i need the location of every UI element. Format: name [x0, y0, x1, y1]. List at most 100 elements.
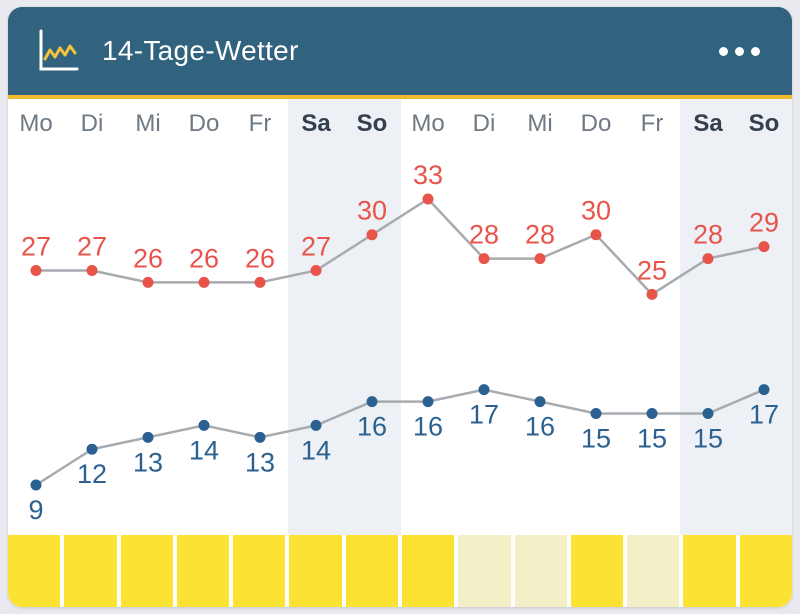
- high-temp-value: 26: [189, 243, 219, 273]
- weather-widget[interactable]: 14-Tage-Wetter Mo Di Mi Do Fr Sa So Mo Di Mi Do Fr S…: [8, 7, 792, 607]
- high-temp-dot: [422, 193, 434, 205]
- ellipsis-menu-button[interactable]: [717, 37, 762, 66]
- day-label: Di: [80, 110, 104, 137]
- sunshine-cell: [289, 535, 342, 607]
- chart-area: Mo Di Mi Do Fr Sa So Mo Di Mi Do Fr Sa So 27 27 26 26 26 2…: [8, 99, 792, 607]
- low-temp-value: 17: [469, 400, 499, 430]
- temperature-chart: 27 27 26 26 26 27 30 33 28 28 30 25 28 29 9 12 13 14 13 14 1…: [21, 160, 779, 525]
- low-temp-value: 14: [301, 435, 331, 465]
- weekend-shade: [344, 99, 401, 536]
- low-temp-dot: [30, 479, 42, 491]
- sunshine-cell: [8, 535, 61, 607]
- low-temp-dot: [86, 443, 98, 455]
- low-temp-value: 12: [77, 459, 107, 489]
- sunshine-row: [8, 535, 792, 607]
- high-temp-dot: [142, 276, 154, 288]
- day-label: Mi: [135, 110, 161, 137]
- day-label: Fr: [640, 110, 664, 137]
- high-temp-value: 27: [77, 231, 107, 261]
- high-temp-dot: [86, 264, 98, 276]
- low-temp-dot: [310, 419, 322, 431]
- high-temp-value: 33: [413, 160, 443, 190]
- low-temp-dot: [142, 431, 154, 443]
- high-temp-dot: [198, 276, 210, 288]
- low-temp-value: 15: [581, 423, 611, 453]
- sunshine-cell: [683, 535, 736, 607]
- high-temp-dot: [366, 229, 378, 241]
- high-temp-value: 30: [581, 196, 611, 226]
- sunshine-cell: [120, 535, 173, 607]
- sunshine-cell: [739, 535, 792, 607]
- low-temp-value: 13: [133, 447, 163, 477]
- sunshine-cell: [345, 535, 398, 607]
- high-temp-line: [36, 197, 765, 296]
- high-temp-dot: [590, 229, 602, 241]
- ellipsis-icon: [735, 46, 744, 56]
- low-temp-dot: [254, 431, 266, 443]
- high-temp-value: 27: [301, 231, 331, 261]
- day-label: Mo: [411, 110, 445, 137]
- line-chart-icon: [39, 29, 79, 71]
- low-temp-value: 14: [189, 435, 219, 465]
- low-temp-dot: [478, 384, 490, 396]
- day-label: Do: [188, 110, 220, 137]
- day-label: So: [356, 110, 388, 137]
- high-temp-value: 27: [21, 231, 51, 261]
- sunshine-cell: [64, 535, 117, 607]
- low-temp-value: 16: [525, 412, 555, 442]
- widget-header: 14-Tage-Wetter: [8, 7, 792, 95]
- low-temp-dot: [198, 419, 210, 431]
- high-temp-dot: [702, 253, 714, 265]
- low-temp-value: 16: [357, 412, 387, 442]
- low-temp-dot: [702, 407, 714, 419]
- low-temp-dot: [366, 396, 378, 408]
- sunshine-cell: [401, 535, 455, 607]
- high-temp-value: 25: [637, 255, 667, 285]
- day-label: Mo: [19, 110, 53, 137]
- low-temp-dot: [534, 396, 546, 408]
- high-temp-value: 28: [469, 220, 499, 250]
- weekend-shade: [680, 99, 737, 536]
- low-temp-value: 13: [245, 447, 275, 477]
- weekend-shade: [288, 99, 345, 536]
- weekend-shade: [736, 99, 792, 536]
- day-label: Sa: [693, 110, 723, 137]
- low-temp-dot: [422, 396, 434, 408]
- high-temp-dot: [534, 253, 546, 265]
- high-temp-dot: [30, 264, 42, 276]
- ellipsis-icon: [751, 46, 760, 56]
- widget-title: 14-Tage-Wetter: [102, 35, 299, 66]
- high-temp-dot: [758, 241, 770, 253]
- day-label: Di: [472, 110, 496, 137]
- low-temp-line: [35, 388, 765, 487]
- low-temp-dot: [758, 384, 770, 396]
- sunshine-cell: [627, 535, 680, 607]
- low-temp-dot: [590, 407, 602, 419]
- day-label: So: [748, 110, 780, 137]
- high-temp-value: 29: [749, 208, 779, 238]
- high-temp-value: 26: [245, 243, 275, 273]
- day-label: Sa: [301, 110, 331, 137]
- high-temp-dot: [478, 253, 490, 265]
- high-temp-dot: [310, 264, 322, 276]
- header-divider: [8, 95, 792, 99]
- day-labels-row: Mo Di Mi Do Fr Sa So Mo Di Mi Do Fr Sa So: [8, 99, 792, 147]
- ellipsis-icon: [719, 46, 728, 56]
- sunshine-cell: [570, 535, 624, 607]
- low-temp-value: 15: [637, 423, 667, 453]
- low-temp-value: 16: [413, 412, 443, 442]
- low-temp-value: 15: [693, 423, 723, 453]
- sunshine-cell: [514, 535, 567, 607]
- sunshine-cell: [458, 535, 511, 607]
- high-temp-value: 26: [133, 243, 163, 273]
- high-temp-value: 28: [525, 220, 555, 250]
- high-temp-value: 28: [693, 220, 723, 250]
- high-temp-dot: [254, 276, 266, 288]
- high-temp-value: 30: [357, 196, 387, 226]
- high-temp-dot: [646, 288, 658, 300]
- day-label: Mi: [527, 110, 553, 137]
- low-temp-value: 9: [28, 495, 43, 525]
- day-label: Do: [580, 110, 612, 137]
- sunshine-cell: [176, 535, 230, 607]
- day-label: Fr: [248, 110, 272, 137]
